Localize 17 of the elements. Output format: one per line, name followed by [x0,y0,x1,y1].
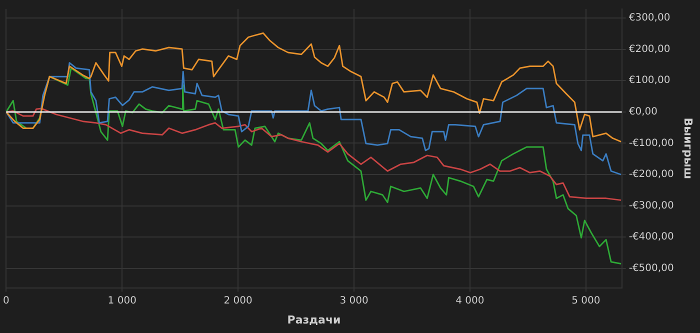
y-tick-label: -€400,00 [628,232,674,243]
y-axis-title: Выигрыш [682,118,695,180]
y-tick-label: -€300,00 [628,200,674,212]
x-tick-label: 5 000 [572,295,600,306]
x-axis-title: Раздачи [287,313,341,326]
x-tick-label: 1 000 [108,295,136,306]
y-tick-label: €300,00 [628,12,670,24]
x-tick-label: 3 000 [340,295,368,306]
y-tick-label: €0,00 [628,106,658,118]
y-tick-label: -€500,00 [628,262,674,274]
x-tick-label: 2 000 [224,295,252,306]
y-tick-label: €200,00 [628,44,670,55]
y-tick-label: €100,00 [628,75,670,86]
x-tick-label: 4 000 [456,295,484,306]
y-tick-label: -€200,00 [628,169,674,180]
x-tick-label: 0 [2,295,10,306]
y-tick-label: -€100,00 [628,138,674,149]
